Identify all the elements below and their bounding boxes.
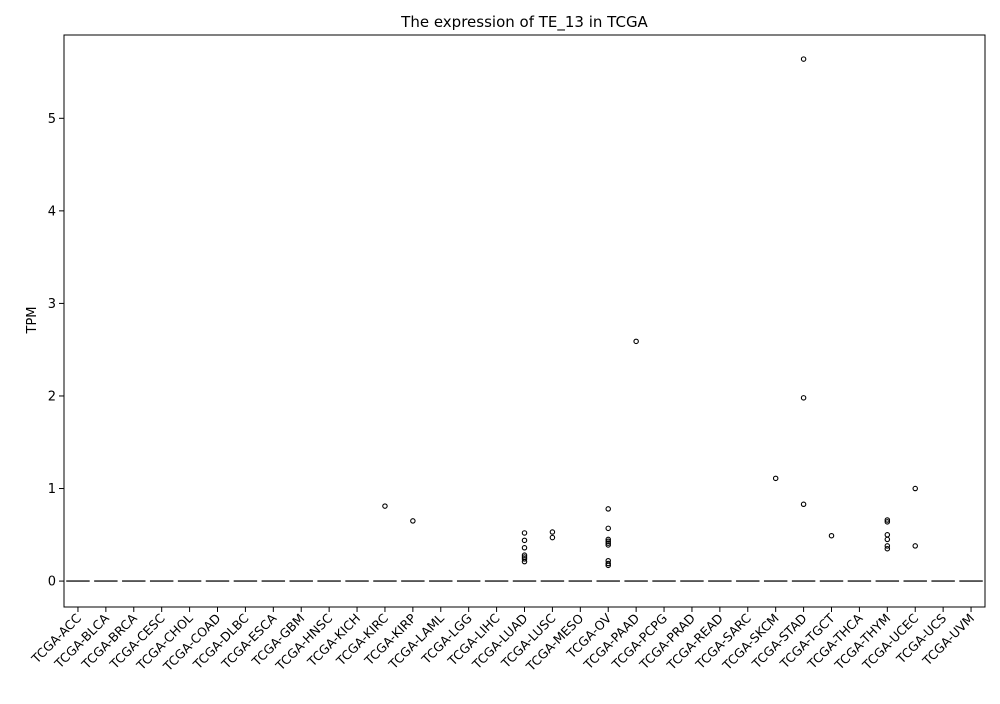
outlier-point [772, 475, 779, 482]
outlier-point [605, 560, 611, 567]
outlier-point [521, 552, 528, 558]
y-tick-label: 4 [48, 204, 56, 219]
outlier-point [521, 545, 528, 551]
plot-area: 012345TCGA-ACCTCGA-BLCATCGA-BRCATCGA-CES… [28, 56, 983, 675]
outlier-point [410, 518, 416, 524]
outlier-point [605, 525, 611, 532]
plot-frame [63, 34, 986, 608]
y-tick-label: 1 [48, 482, 56, 497]
outlier-point [521, 558, 528, 565]
outlier-point [521, 530, 528, 536]
outlier-point [884, 543, 891, 549]
y-axis-label: TPM [25, 307, 40, 335]
outlier-point [382, 503, 388, 509]
outlier-point [605, 562, 611, 569]
outlier-point [828, 532, 835, 539]
outlier-point [884, 536, 891, 543]
outlier-point [800, 501, 807, 508]
outlier-point [912, 485, 918, 492]
outlier-point [884, 517, 891, 523]
outlier-point [605, 542, 611, 548]
outlier-point [605, 540, 611, 546]
outlier-point [912, 543, 918, 549]
outlier-point [884, 519, 891, 525]
outlier-point [549, 529, 556, 535]
outlier-point [549, 534, 556, 541]
outlier-point [521, 537, 528, 544]
outlier-point [800, 395, 807, 401]
outlier-point [605, 538, 611, 545]
outlier-point [884, 532, 891, 538]
y-tick-label: 5 [48, 112, 56, 127]
y-tick-label: 3 [48, 297, 56, 312]
outlier-point [605, 536, 611, 543]
y-tick-label: 2 [48, 389, 56, 404]
outlier-point [521, 556, 528, 562]
outlier-point [633, 338, 639, 345]
outlier-point [884, 545, 891, 552]
outlier-point [605, 506, 611, 512]
chart-title: The expression of TE_13 in TCGA [400, 13, 648, 32]
y-tick-label: 0 [48, 575, 56, 590]
outlier-point [800, 56, 807, 62]
